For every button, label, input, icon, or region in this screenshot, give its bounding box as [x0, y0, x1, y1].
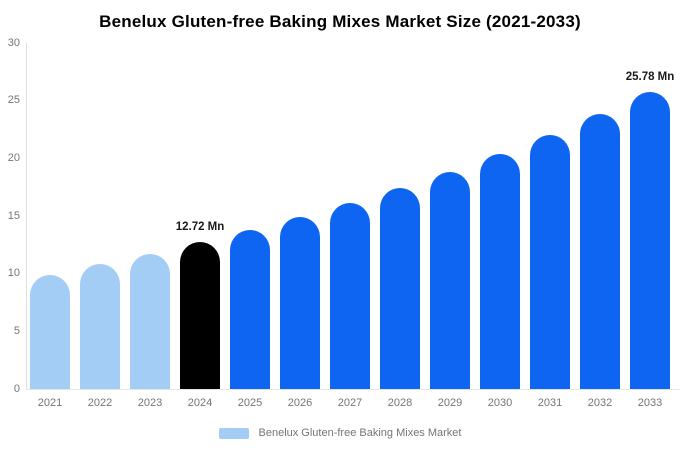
x-tick-label: 2032: [587, 397, 613, 409]
y-tick-label: 5: [13, 324, 20, 337]
bar-2024: [180, 242, 220, 389]
legend-label: Benelux Gluten-free Baking Mixes Market: [258, 427, 462, 439]
bar-2026: [280, 217, 320, 389]
x-axis-line: [26, 389, 680, 390]
bar-2027: [330, 203, 370, 389]
x-tick-label: 2030: [487, 397, 513, 409]
x-tick-label: 2027: [337, 397, 363, 409]
legend: Benelux Gluten-free Baking Mixes Market: [0, 427, 680, 439]
y-tick-label: 10: [7, 267, 20, 280]
bar-2023: [130, 254, 170, 389]
bar-2022: [80, 264, 120, 389]
y-axis-line: [26, 43, 27, 389]
y-tick-label: 20: [7, 151, 20, 164]
x-tick-label: 2033: [637, 397, 663, 409]
bar-value-label: 25.78 Mn: [625, 70, 675, 83]
x-tick-label: 2023: [137, 397, 163, 409]
bar-2029: [430, 171, 470, 389]
x-tick-label: 2024: [187, 397, 213, 409]
bar-2025: [230, 230, 270, 389]
y-tick-label: 30: [7, 36, 20, 49]
x-tick-label: 2028: [387, 397, 413, 409]
bar-2033: [630, 91, 670, 389]
bar-2021: [30, 274, 70, 389]
y-tick-label: 15: [7, 209, 20, 222]
x-tick-label: 2025: [237, 397, 263, 409]
bar-2028: [380, 188, 420, 389]
bar-2032: [580, 114, 620, 389]
bar-value-label: 12.72 Mn: [175, 221, 225, 234]
bar-2031: [530, 134, 570, 389]
bar-2030: [480, 154, 520, 389]
x-tick-label: 2026: [287, 397, 313, 409]
x-tick-label: 2022: [87, 397, 113, 409]
x-tick-label: 2031: [537, 397, 563, 409]
legend-swatch: [218, 427, 249, 439]
y-tick-label: 0: [13, 382, 20, 395]
chart-title: Benelux Gluten-free Baking Mixes Market …: [99, 12, 581, 31]
x-tick-label: 2021: [37, 397, 63, 409]
x-tick-label: 2029: [437, 397, 463, 409]
y-tick-label: 25: [7, 94, 20, 107]
